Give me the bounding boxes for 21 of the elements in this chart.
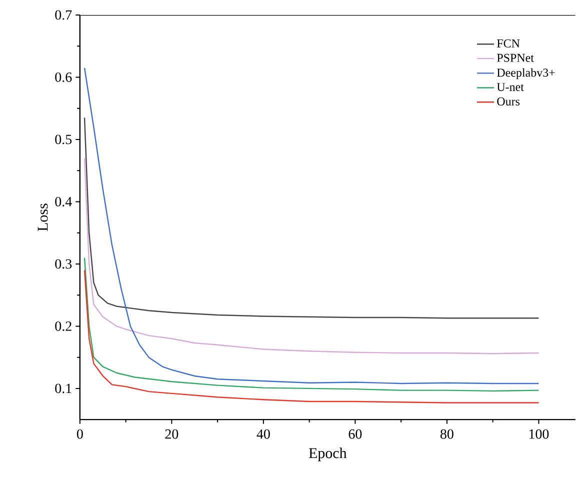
x-tick-label: 100: [529, 430, 549, 440]
x-tick-label: 20: [165, 430, 178, 440]
y-tick-label: 0.1: [55, 384, 72, 394]
y-tick-label: 0.3: [55, 259, 72, 269]
legend-label: PSPNet: [497, 54, 534, 62]
y-tick-label: 0.4: [55, 197, 72, 207]
y-tick-label: 0.2: [55, 322, 72, 332]
x-tick-label: 0: [76, 430, 83, 440]
y-tick-label: 0.7: [55, 10, 72, 20]
x-axis-title: Epoch: [308, 448, 347, 462]
x-tick-label: 80: [440, 430, 454, 440]
legend-label: U-net: [496, 83, 524, 92]
x-tick-label: 60: [348, 430, 362, 440]
line-series: [84, 158, 540, 354]
y-tick-label: 0.6: [55, 72, 72, 82]
y-axis-title: Loss: [38, 204, 48, 232]
legend-label: Ours: [497, 98, 520, 106]
x-tick-label: 40: [256, 430, 270, 440]
y-tick-label: 0.5: [55, 134, 72, 144]
legend-label: FCN: [497, 40, 520, 48]
legend-label: Deeplabv3+: [497, 68, 555, 80]
